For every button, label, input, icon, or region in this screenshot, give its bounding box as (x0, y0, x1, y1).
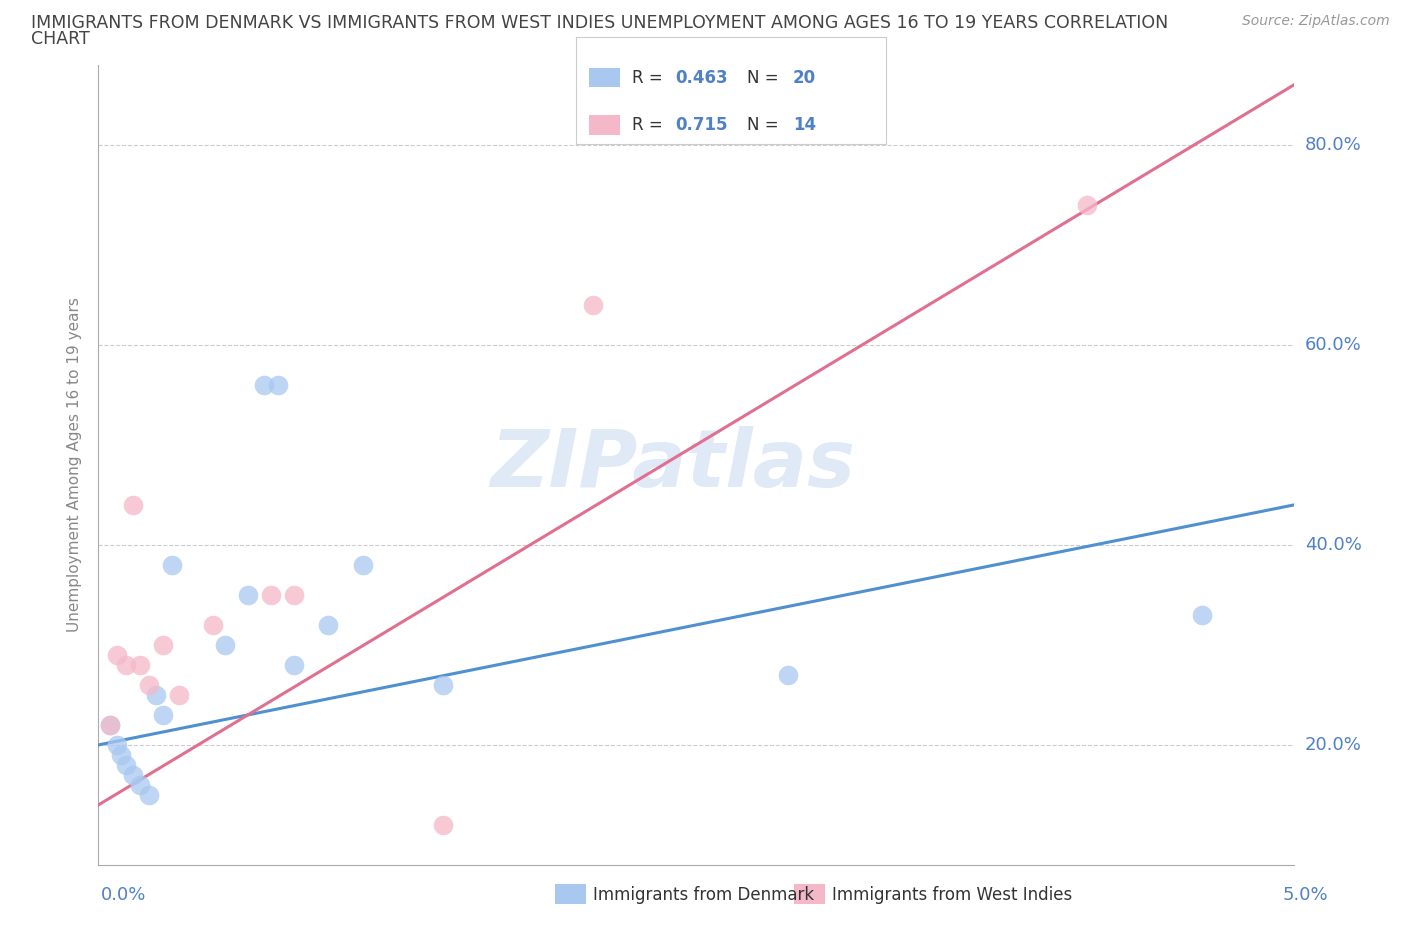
Point (260, 588, 283, 603)
Y-axis label: Unemployment Among Ages 16 to 19 years: Unemployment Among Ages 16 to 19 years (67, 298, 83, 632)
Point (145, 687, 167, 702)
Text: 40.0%: 40.0% (1305, 536, 1361, 554)
Text: Source: ZipAtlas.com: Source: ZipAtlas.com (1241, 14, 1389, 28)
Point (283, 658, 305, 672)
Text: Immigrants from Denmark: Immigrants from Denmark (593, 885, 814, 904)
Point (253, 378, 276, 392)
Text: 20: 20 (793, 69, 815, 86)
Text: R =: R = (633, 116, 668, 134)
Point (128, 777, 150, 792)
Point (1076, 197, 1098, 212)
Point (167, 687, 190, 702)
Text: 20.0%: 20.0% (1305, 736, 1361, 754)
Point (202, 618, 225, 632)
Text: N =: N = (747, 116, 783, 134)
Point (776, 668, 799, 683)
Point (352, 558, 374, 573)
Point (152, 708, 174, 723)
Point (138, 677, 160, 692)
Point (128, 658, 150, 672)
Point (122, 498, 145, 512)
Text: 0.715: 0.715 (675, 116, 728, 134)
Point (110, 748, 132, 763)
Text: 0.0%: 0.0% (101, 885, 146, 904)
FancyBboxPatch shape (589, 68, 620, 87)
Text: Immigrants from West Indies: Immigrants from West Indies (832, 885, 1073, 904)
Point (152, 638, 174, 653)
Text: 0.463: 0.463 (675, 69, 728, 86)
Point (283, 588, 305, 603)
Text: 80.0%: 80.0% (1305, 136, 1361, 154)
Text: ZIPatlas: ZIPatlas (491, 426, 855, 504)
Point (214, 638, 236, 653)
Point (581, 298, 603, 312)
Text: IMMIGRANTS FROM DENMARK VS IMMIGRANTS FROM WEST INDIES UNEMPLOYMENT AMONG AGES 1: IMMIGRANTS FROM DENMARK VS IMMIGRANTS FR… (31, 14, 1168, 32)
Point (160, 558, 183, 573)
Point (316, 618, 339, 632)
Text: R =: R = (633, 69, 668, 86)
Point (105, 737, 128, 752)
Text: 5.0%: 5.0% (1284, 885, 1329, 904)
Point (115, 757, 138, 772)
Text: N =: N = (747, 69, 783, 86)
Point (432, 677, 454, 692)
Point (1191, 607, 1213, 622)
Point (432, 817, 454, 832)
Point (98, 718, 121, 733)
Point (138, 788, 160, 803)
FancyBboxPatch shape (589, 115, 620, 135)
Text: 14: 14 (793, 116, 815, 134)
Point (267, 378, 290, 392)
Text: CHART: CHART (31, 30, 90, 47)
Point (236, 588, 259, 603)
Point (115, 658, 138, 672)
Point (105, 647, 128, 662)
Point (98, 718, 121, 733)
Text: 60.0%: 60.0% (1305, 336, 1361, 354)
Point (122, 767, 145, 782)
